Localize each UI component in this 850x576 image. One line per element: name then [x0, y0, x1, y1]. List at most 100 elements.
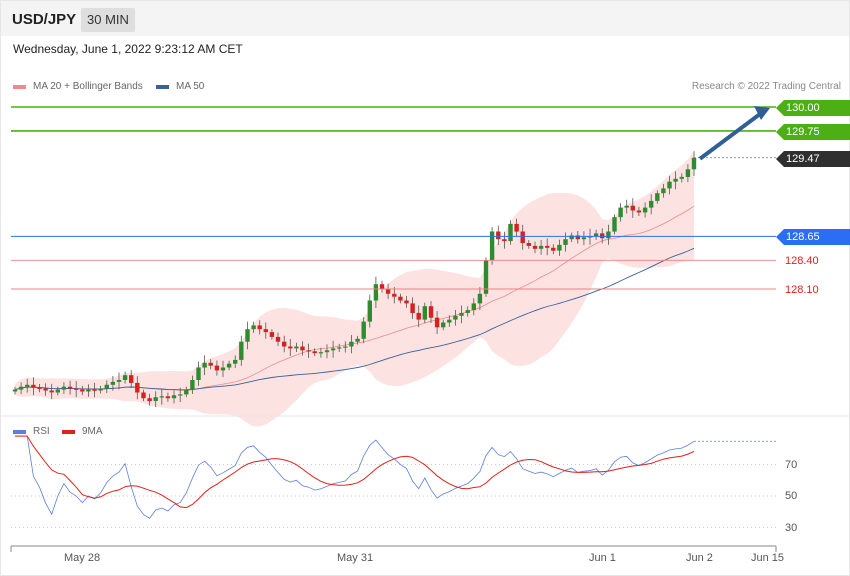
candle-body [245, 329, 250, 342]
candle [392, 287, 397, 304]
candle-body [159, 396, 164, 398]
candle-body [147, 398, 152, 402]
level-129-75: 129.75 [776, 124, 850, 140]
candle-body [441, 322, 446, 328]
candle-body [673, 178, 678, 182]
candle [434, 311, 440, 334]
instrument-title: USD/JPY [12, 11, 77, 28]
candle-body [355, 338, 360, 342]
rsi-label: RSI [33, 426, 50, 437]
ma20-swatch [13, 84, 26, 89]
candle [606, 224, 611, 245]
candle [159, 388, 164, 405]
candle-body [545, 245, 550, 248]
candle-body [263, 329, 268, 333]
bollinger-band-area [15, 151, 694, 427]
candle-body [514, 223, 519, 232]
candle-body [447, 319, 452, 323]
candle [257, 320, 262, 335]
candle [55, 386, 60, 396]
candle-body [618, 207, 623, 218]
candle-body [477, 293, 483, 304]
candle [220, 360, 226, 378]
legend-ma20: MA 20 + Bollinger Bands [13, 81, 143, 92]
x-label-jun2: Jun 2 [686, 552, 713, 564]
candle-body [110, 381, 116, 385]
candle-body [233, 359, 238, 364]
candle-body [379, 284, 385, 289]
candle [349, 335, 354, 354]
candle-body [92, 389, 97, 391]
target-arrow-shaft [698, 110, 764, 161]
candle-body [404, 300, 409, 304]
ma50-swatch [156, 84, 169, 89]
candle-body [239, 341, 244, 360]
candle-body [532, 245, 538, 249]
candle [300, 341, 305, 356]
candle [165, 392, 171, 402]
candle-body [269, 332, 275, 337]
candle-body [453, 315, 458, 320]
candle [624, 199, 629, 214]
candle [489, 227, 495, 265]
candle [649, 194, 654, 215]
candle [233, 355, 238, 369]
candle-body [392, 293, 397, 297]
candle-body [361, 321, 366, 339]
candle-body [31, 384, 36, 388]
candle-body [74, 388, 79, 390]
candle-body [208, 362, 213, 366]
candle-body [483, 260, 489, 294]
candle-body [337, 347, 342, 349]
candle [184, 386, 189, 398]
candle-body [691, 157, 697, 170]
candle-body [343, 346, 348, 348]
moving-averages [14, 205, 695, 391]
candle-body [373, 284, 379, 301]
candle [43, 383, 48, 396]
candle [520, 224, 525, 250]
candle [12, 386, 18, 395]
candle-body [667, 181, 672, 189]
candle-body [612, 217, 617, 232]
header-bar: USD/JPY 30 MIN [1, 1, 849, 36]
candle-body [330, 348, 336, 351]
candle [514, 218, 519, 237]
timeframe-badge[interactable]: 30 MIN [81, 8, 135, 32]
candle-body [190, 380, 195, 390]
candle [593, 229, 599, 240]
candle [655, 190, 660, 204]
ma20-label: MA 20 + Bollinger Bands [33, 81, 143, 92]
candle [569, 232, 574, 243]
candle-body [502, 239, 507, 242]
candle [178, 387, 183, 402]
candle-body [61, 386, 67, 390]
candle [398, 293, 403, 304]
rsi-panel [1, 415, 849, 528]
candle [465, 306, 470, 317]
candle [86, 384, 91, 397]
legend-ma50: MA 50 [156, 81, 204, 92]
candle-body [135, 382, 140, 393]
credit-text: Research © 2022 Trading Central [691, 81, 841, 92]
candle-body [178, 394, 183, 396]
candle [129, 370, 134, 388]
candle-body [496, 231, 501, 240]
rsi-tick-30: 30 [785, 522, 798, 534]
candle-body [569, 235, 574, 240]
candle-body [55, 389, 60, 393]
candle [226, 360, 232, 371]
candle [324, 344, 330, 359]
candle [502, 231, 507, 249]
candle [441, 319, 446, 331]
candle-body [410, 303, 415, 313]
candle [538, 240, 544, 255]
x-label-may31: May 31 [337, 552, 374, 564]
candle-body [606, 231, 611, 239]
candle-body [214, 365, 220, 371]
candle-body [153, 397, 158, 401]
candle [453, 309, 458, 326]
current-price-tag: 129.47 [776, 151, 850, 167]
candle-body [49, 390, 54, 393]
candle-body [434, 317, 440, 328]
